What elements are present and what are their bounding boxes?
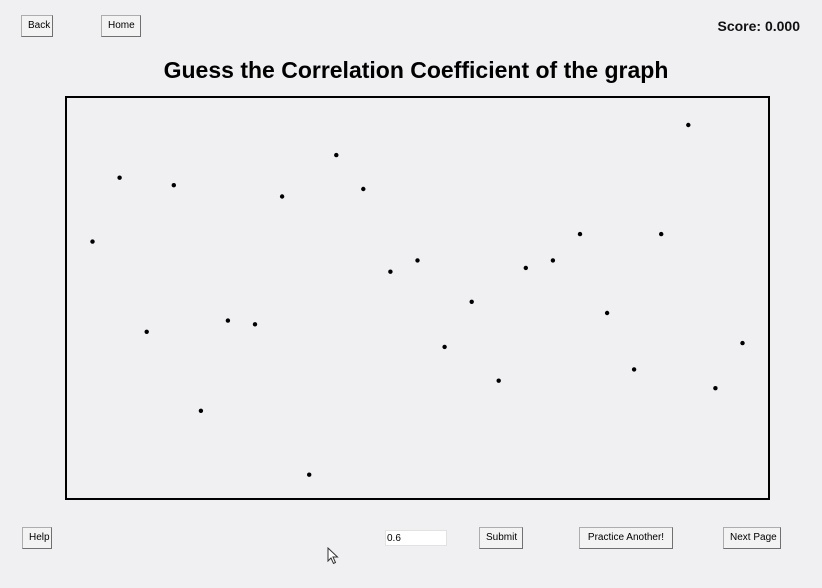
scatter-point-20 [604, 310, 610, 316]
scatter-point-9 [307, 472, 312, 477]
scatter-point-11 [361, 186, 366, 192]
score-display: Score: 0.000 [717, 18, 801, 34]
scatter-point-24 [713, 386, 718, 391]
scatter-point-3 [144, 329, 149, 334]
scatter-points [90, 122, 745, 477]
scatter-point-21 [631, 367, 637, 372]
mouse-pointer-icon [327, 547, 339, 565]
scatter-point-18 [550, 258, 556, 263]
next-page-button[interactable]: Next Page [723, 527, 781, 549]
plot-frame [65, 96, 770, 500]
scatter-point-19 [577, 231, 583, 237]
scatter-point-25 [740, 340, 745, 346]
scatter-point-6 [225, 318, 231, 323]
scatter-point-15 [469, 299, 474, 304]
scatter-point-8 [279, 194, 285, 199]
scatter-point-13 [415, 258, 420, 263]
scatter-plot [65, 96, 770, 500]
page-title: Guess the Correlation Coefficient of the… [163, 57, 669, 83]
scatter-point-5 [198, 408, 204, 413]
scatter-point-22 [659, 231, 664, 237]
scatter-point-16 [496, 378, 501, 383]
scatter-point-14 [442, 344, 447, 350]
practice-another-button[interactable]: Practice Another! [579, 527, 673, 549]
scatter-point-1 [90, 239, 95, 244]
scatter-point-4 [171, 183, 176, 188]
back-button[interactable]: Back [21, 15, 53, 37]
scatter-point-10 [334, 152, 339, 158]
answer-input[interactable] [385, 530, 447, 546]
scatter-point-2 [117, 175, 122, 180]
home-button[interactable]: Home [101, 15, 141, 37]
scatter-point-17 [523, 265, 528, 271]
scatter-point-7 [252, 322, 258, 327]
help-button[interactable]: Help [22, 527, 52, 549]
scatter-point-12 [388, 269, 393, 274]
scatter-point-23 [686, 122, 691, 128]
submit-button[interactable]: Submit [479, 527, 523, 549]
